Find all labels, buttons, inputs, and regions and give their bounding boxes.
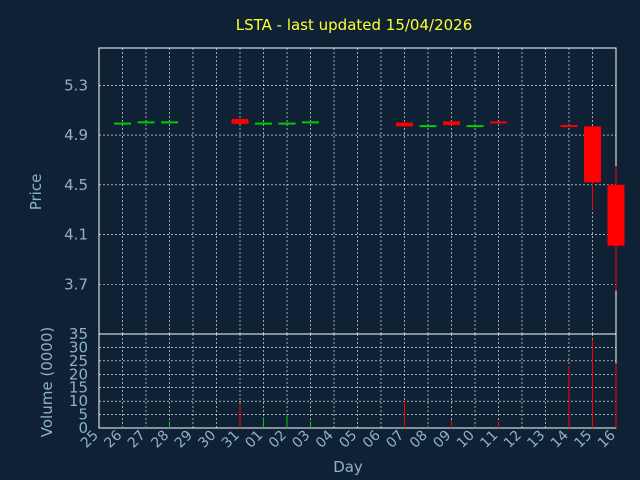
x-tick-label: 14 (548, 427, 572, 451)
candle-body (255, 122, 272, 125)
price-tick-label: 4.1 (64, 226, 88, 244)
x-tick-label: 10 (454, 428, 478, 452)
x-tick-label: 30 (195, 428, 219, 452)
candle-01 (278, 122, 296, 125)
candle-body (607, 184, 625, 246)
candle-body (161, 121, 178, 124)
price-tick-labels: 5.3 4.9 4.5 4.1 3.7 (64, 76, 88, 293)
x-tick-label: 16 (595, 427, 619, 451)
chart-title: LSTA - last updated 15/04/2026 (236, 16, 473, 34)
x-tick-label: 04 (313, 427, 337, 451)
x-tick-label: 26 (101, 427, 125, 451)
x-tick-label: 05 (336, 428, 360, 452)
candle-body (278, 122, 296, 125)
candle-body (419, 125, 437, 128)
candle-body (302, 121, 319, 124)
x-tick-label: 29 (172, 428, 196, 452)
candle-30 (231, 118, 249, 124)
volume-tick-label: 10 (69, 392, 88, 410)
candle-body (396, 122, 413, 127)
candle-31 (255, 122, 272, 125)
candle-body (231, 118, 249, 124)
volume-axis-label: Volume (0000) (38, 327, 56, 437)
candle-13 (560, 125, 578, 128)
price-tick-label: 3.7 (64, 275, 88, 293)
x-tick-label: 15 (571, 428, 595, 452)
candle-02 (302, 121, 319, 124)
candle-09 (466, 125, 484, 128)
candle-body (114, 122, 131, 125)
price-grid (99, 48, 616, 334)
candle-27 (161, 121, 178, 124)
candle-07 (419, 125, 437, 128)
price-plot-frame (98, 47, 617, 335)
candle-15 (607, 166, 625, 291)
candles (114, 118, 625, 291)
x-tick-label: 07 (383, 428, 407, 452)
candle-body (584, 126, 601, 183)
price-tick-label: 4.9 (64, 126, 88, 144)
x-tick-labels: 25 26 27 28 29 30 31 01 02 03 04 05 06 07 08 09 10 11 12 13… (78, 427, 619, 451)
volume-tick-label: 20 (69, 365, 88, 383)
x-tick-label: 03 (289, 428, 313, 452)
x-tick-label: 31 (219, 428, 243, 452)
candle-26 (137, 121, 155, 124)
candle-10 (490, 121, 507, 124)
price-panel: 5.3 4.9 4.5 4.1 3.7 (64, 47, 625, 335)
candle-08 (443, 121, 460, 126)
candle-body (466, 125, 484, 128)
candle-25 (114, 122, 131, 125)
price-tick-label: 5.3 (64, 76, 88, 94)
candle-body (137, 121, 155, 124)
x-tick-label: 11 (477, 428, 501, 452)
x-tick-label: 09 (430, 428, 454, 452)
volume-bars (122, 339, 617, 428)
x-tick-label: 28 (148, 428, 172, 452)
volume-grid (99, 333, 616, 429)
x-axis-label: Day (333, 458, 363, 476)
x-tick-label: 08 (407, 428, 431, 452)
price-axis-label: Price (27, 174, 45, 211)
candle-body (490, 121, 507, 124)
volume-tick-label: 15 (69, 379, 88, 397)
candle-body (560, 125, 578, 128)
volume-tick-label: 0 (78, 419, 88, 437)
x-tick-label: 13 (524, 428, 548, 452)
candle-body (443, 121, 460, 126)
volume-tick-label: 35 (69, 325, 88, 343)
candle-06 (396, 121, 413, 127)
volume-tick-label: 25 (69, 352, 88, 370)
x-tick-label: 01 (242, 428, 266, 452)
candle-14 (584, 126, 601, 210)
volume-tick-label: 5 (78, 406, 88, 424)
volume-plot-frame (98, 333, 617, 429)
x-tick-label: 06 (360, 427, 384, 451)
volume-tick-label: 30 (69, 338, 88, 356)
x-tick-label: 27 (125, 428, 149, 452)
price-tick-label: 4.5 (64, 176, 88, 194)
x-tick-label: 02 (266, 428, 290, 452)
x-tick-label: 12 (501, 428, 525, 452)
